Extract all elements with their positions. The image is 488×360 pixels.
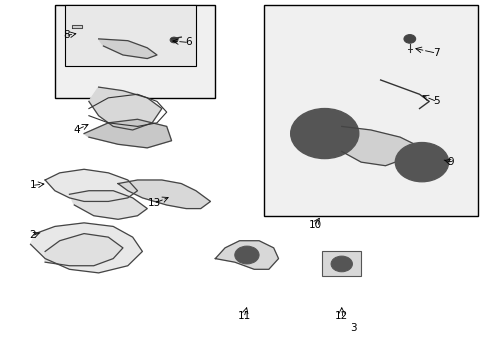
Circle shape — [234, 246, 259, 264]
Polygon shape — [45, 169, 137, 202]
Text: 2: 2 — [30, 230, 36, 240]
Circle shape — [403, 35, 415, 43]
Polygon shape — [30, 223, 142, 273]
Text: 4: 4 — [73, 125, 80, 135]
Polygon shape — [215, 241, 278, 269]
Polygon shape — [99, 39, 157, 59]
Text: 11: 11 — [237, 311, 251, 321]
Bar — [55, 5, 215, 98]
Bar — [64, 5, 196, 66]
Text: 3: 3 — [350, 323, 356, 333]
Text: 5: 5 — [432, 96, 439, 107]
Text: 10: 10 — [308, 220, 321, 230]
Circle shape — [330, 256, 352, 272]
Text: 12: 12 — [334, 311, 347, 321]
Text: 1: 1 — [30, 180, 36, 190]
Circle shape — [394, 143, 448, 182]
Text: 7: 7 — [432, 48, 439, 58]
Circle shape — [170, 37, 178, 43]
Text: 6: 6 — [185, 37, 191, 48]
Polygon shape — [118, 180, 210, 208]
Circle shape — [290, 109, 358, 158]
Polygon shape — [72, 24, 81, 28]
Circle shape — [305, 119, 344, 148]
Polygon shape — [341, 126, 414, 166]
Text: 13: 13 — [148, 198, 161, 208]
Polygon shape — [69, 191, 147, 219]
Text: 8: 8 — [63, 30, 70, 40]
Polygon shape — [84, 119, 171, 148]
Polygon shape — [89, 87, 162, 130]
Bar — [264, 5, 477, 216]
Bar — [322, 251, 361, 276]
Polygon shape — [45, 234, 122, 266]
Text: 9: 9 — [447, 157, 453, 167]
Circle shape — [407, 152, 436, 173]
